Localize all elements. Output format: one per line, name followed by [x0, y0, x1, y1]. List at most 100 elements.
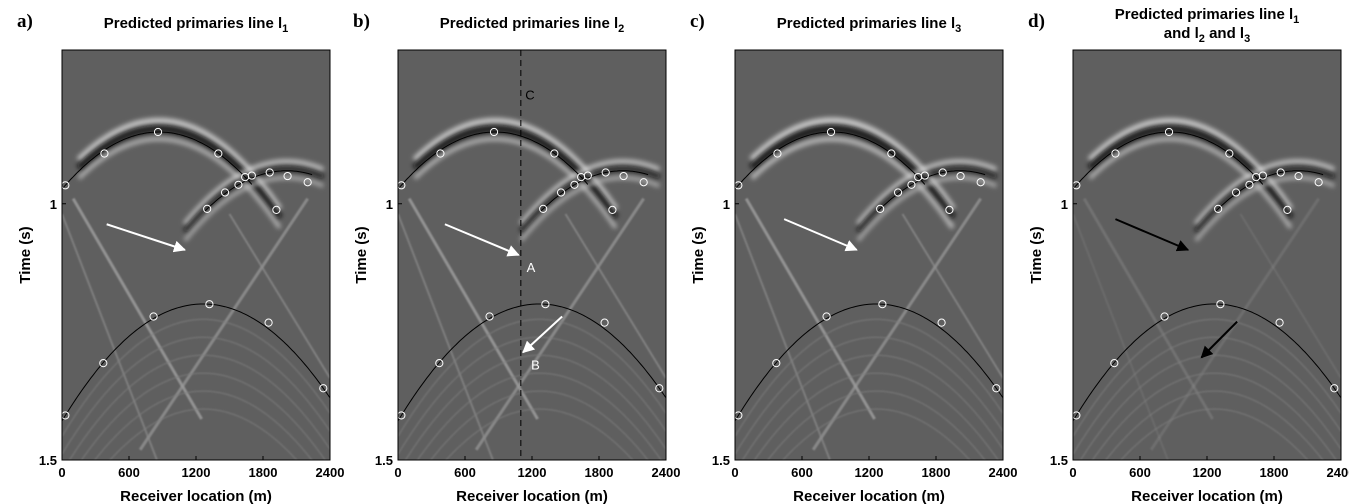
pick-circle: [1275, 318, 1284, 327]
x-tick-label: 600: [454, 465, 476, 480]
x-tick-label: 0: [394, 465, 401, 480]
pick-circle: [99, 359, 108, 368]
pick-circle: [826, 127, 836, 137]
pick-circle: [265, 168, 274, 177]
pick-circle: [205, 300, 214, 309]
x-tick-label: 1200: [1193, 465, 1222, 480]
event-band: [518, 159, 661, 226]
weak-event: [753, 372, 999, 460]
picked-curve-upper-left: [62, 131, 253, 190]
weak-event: [1119, 408, 1309, 460]
x-tick-label: 0: [731, 465, 738, 480]
weak-event: [228, 213, 330, 379]
pick-circle: [608, 205, 617, 214]
pick-circle: [956, 171, 965, 181]
pick-circle: [398, 411, 406, 420]
y-axis-label: Time (s): [353, 226, 370, 283]
event-band: [76, 117, 283, 212]
event-band: [412, 125, 619, 220]
picked-curve-upper-left: [735, 131, 926, 190]
x-tick-label: 1800: [922, 465, 951, 480]
pick-circle: [303, 178, 312, 187]
weak-event: [474, 197, 645, 451]
pick-circle: [283, 171, 292, 181]
event-band: [183, 175, 325, 242]
event-band: [1087, 125, 1294, 220]
pick-circle: [1216, 300, 1225, 309]
x-tick-label: 1800: [1260, 465, 1289, 480]
event-band: [750, 136, 955, 230]
picked-curve-lower: [62, 303, 330, 422]
weak-event: [108, 408, 298, 460]
panel-letter: a): [17, 11, 33, 32]
pick-circle: [907, 180, 916, 189]
pick-circle: [1258, 171, 1267, 180]
panel-d: 0 600 1200 1800 2400 1 1.5 Receiver location (m…: [1028, 6, 1349, 504]
pick-circle: [1283, 205, 1292, 214]
event-band: [1087, 117, 1294, 212]
annotation-arrow: [522, 315, 563, 354]
weak-event: [80, 372, 326, 460]
weak-event: [735, 213, 831, 460]
event-band: [182, 159, 325, 226]
seismic-wavefield: [62, 117, 330, 460]
pick-circle: [570, 180, 579, 189]
y-tick-label: 1: [723, 197, 730, 212]
pick-circle: [655, 384, 664, 393]
panel-title: Predicted primaries line l1: [1115, 6, 1300, 26]
pick-circle: [1314, 178, 1323, 187]
pick-circle: [234, 180, 243, 189]
weak-event: [398, 336, 666, 455]
pick-circle: [1111, 149, 1120, 158]
weak-event: [398, 213, 494, 460]
seismic-wavefield: [1073, 117, 1341, 460]
weak-event: [416, 372, 662, 460]
annotation-arrow: [444, 223, 520, 257]
pick-circle: [485, 312, 494, 321]
weak-event: [398, 318, 666, 437]
panel-letter: c): [690, 11, 705, 32]
pick-circle: [264, 318, 273, 327]
panel-a: 0 600 1200 1800 2400 1 1.5 Receiver location (m…: [17, 11, 344, 504]
x-tick-label: 0: [1069, 465, 1076, 480]
pick-circle: [214, 149, 223, 158]
pick-circle: [149, 312, 158, 321]
weak-event: [1073, 318, 1341, 437]
weak-event: [1104, 390, 1324, 460]
pick-circle: [1073, 181, 1081, 190]
x-tick-label: 600: [1129, 465, 1151, 480]
weak-event: [404, 354, 666, 460]
pick-circle: [583, 171, 592, 180]
weak-event: [444, 408, 634, 460]
weak-event: [71, 197, 203, 420]
pick-circle: [893, 188, 903, 197]
pick-circle: [1214, 204, 1223, 213]
event-band: [1194, 175, 1336, 242]
weak-event: [62, 213, 158, 460]
event-band: [518, 166, 661, 233]
annotation-arrow: [1115, 218, 1190, 252]
pick-circle: [772, 359, 781, 368]
panel-title: Predicted primaries line l2: [440, 15, 625, 35]
x-axis-label: Receiver location (m): [120, 488, 272, 504]
x-tick-label: 1200: [855, 465, 884, 480]
pick-circle: [247, 171, 256, 180]
pick-circle: [539, 204, 548, 213]
pick-circle: [1245, 180, 1254, 189]
pick-circle: [319, 384, 328, 393]
pick-circle: [436, 149, 445, 158]
weak-event: [1073, 336, 1341, 455]
x-tick-label: 2400: [652, 465, 681, 480]
pick-circle: [556, 188, 566, 197]
pick-circle: [1294, 171, 1303, 181]
event-band: [519, 175, 661, 242]
pick-circle: [435, 359, 444, 368]
pick-circle: [876, 204, 885, 213]
x-tick-label: 2400: [989, 465, 1018, 480]
event-band: [1193, 166, 1336, 233]
picked-curve-lower: [398, 303, 666, 422]
event-band: [412, 117, 619, 212]
pick-circle: [1110, 359, 1119, 368]
x-axis-label: Receiver location (m): [1131, 488, 1283, 504]
